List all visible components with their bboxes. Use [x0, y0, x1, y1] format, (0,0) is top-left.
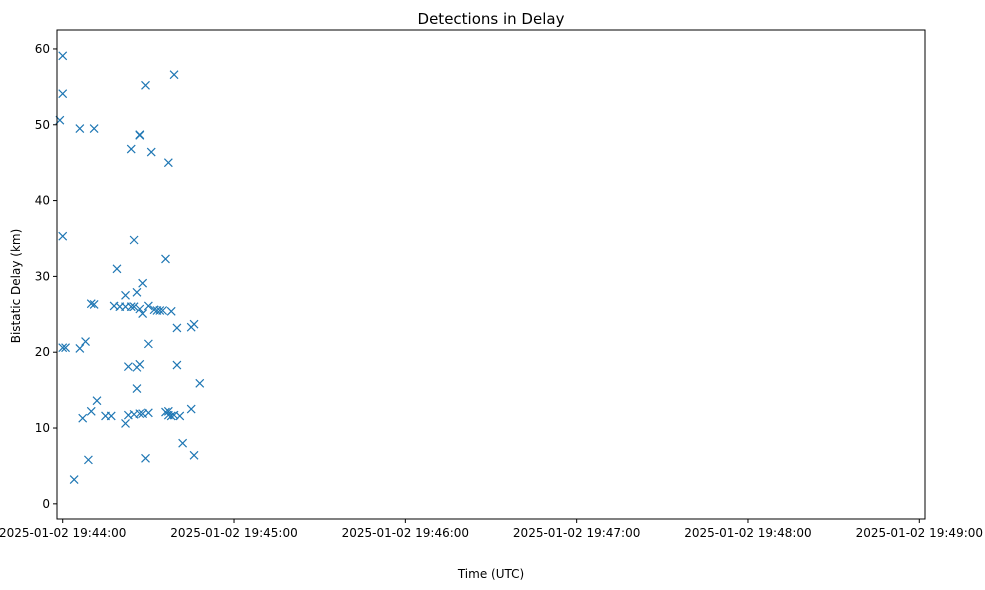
chart-title: Detections in Delay	[418, 10, 565, 28]
data-point	[169, 70, 179, 80]
data-point	[121, 290, 130, 300]
plot-frame	[56, 29, 926, 520]
data-point	[143, 301, 153, 311]
data-point	[58, 51, 68, 61]
data-point	[143, 408, 153, 418]
data-point	[135, 130, 145, 140]
data-point	[135, 409, 145, 419]
data-point	[166, 306, 176, 316]
data-point	[175, 411, 185, 421]
y-tick-label: 50	[35, 118, 50, 132]
y-axis-ticks: 0 10 20 30 40 50 60	[35, 42, 57, 511]
data-point	[178, 438, 188, 448]
data-point	[92, 396, 102, 406]
data-point	[158, 306, 168, 315]
data-point	[189, 319, 199, 329]
data-point	[141, 453, 150, 463]
data-point	[78, 413, 88, 423]
data-point	[61, 343, 70, 353]
y-tick-label: 20	[35, 345, 50, 359]
x-tick-label: 2025-01-02 19:49:00	[856, 526, 983, 540]
data-point	[132, 287, 142, 297]
data-point	[135, 304, 145, 314]
data-point	[161, 254, 170, 264]
points-layer	[55, 51, 205, 485]
x-tick-label: 2025-01-02 19:48:00	[684, 526, 811, 540]
data-point	[186, 404, 196, 414]
data-point	[58, 231, 68, 241]
data-point	[58, 343, 68, 353]
data-point	[126, 144, 136, 154]
data-point	[163, 406, 173, 416]
x-tick-label: 2025-01-02 19:45:00	[170, 526, 297, 540]
data-point	[143, 339, 153, 349]
data-point	[89, 124, 99, 133]
data-point	[123, 362, 133, 372]
data-point	[58, 89, 68, 99]
data-point	[129, 235, 139, 245]
x-tick-label: 2025-01-02 19:46:00	[342, 526, 469, 540]
data-point	[69, 475, 79, 485]
data-point	[129, 302, 139, 312]
data-point	[132, 384, 142, 394]
y-tick-label: 60	[35, 42, 50, 56]
data-point	[86, 406, 96, 416]
data-point	[81, 337, 90, 347]
x-axis-ticks: 2025-01-02 19:44:00 2025-01-02 19:45:00 20…	[0, 519, 983, 540]
data-point	[112, 264, 122, 274]
x-axis-label: Time (UTC)	[457, 567, 524, 581]
data-point	[195, 378, 205, 388]
y-axis-label: Bistatic Delay (km)	[9, 229, 23, 344]
data-point	[172, 360, 182, 370]
data-point	[189, 450, 199, 460]
data-point	[106, 411, 116, 421]
data-point	[75, 124, 85, 133]
data-point	[89, 300, 99, 309]
y-tick-label: 40	[35, 194, 50, 208]
data-point	[163, 158, 173, 168]
data-point	[135, 359, 145, 369]
data-point	[138, 309, 148, 318]
x-tick-label: 2025-01-02 19:47:00	[513, 526, 640, 540]
data-point	[86, 299, 96, 309]
data-point	[155, 306, 165, 315]
data-point	[166, 411, 176, 421]
data-point	[138, 278, 148, 288]
data-point	[121, 419, 130, 428]
y-tick-label: 10	[35, 421, 50, 435]
data-point	[146, 147, 156, 157]
y-tick-label: 30	[35, 269, 50, 283]
y-tick-label: 0	[42, 497, 50, 511]
data-point	[141, 80, 150, 90]
x-tick-label: 2025-01-02 19:44:00	[0, 526, 126, 540]
data-point	[83, 455, 93, 465]
data-point	[172, 323, 182, 333]
data-point	[75, 343, 85, 353]
data-point	[126, 302, 136, 312]
